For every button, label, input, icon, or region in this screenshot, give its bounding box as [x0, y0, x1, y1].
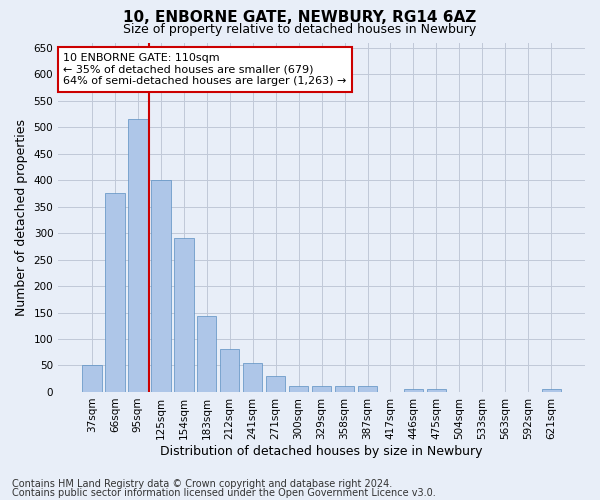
Bar	[105, 194, 125, 392]
Bar	[174, 238, 194, 392]
Text: 10, ENBORNE GATE, NEWBURY, RG14 6AZ: 10, ENBORNE GATE, NEWBURY, RG14 6AZ	[124, 10, 476, 25]
Bar	[542, 390, 561, 392]
Bar	[197, 316, 217, 392]
Bar	[404, 390, 423, 392]
Bar	[82, 366, 101, 392]
Bar	[220, 348, 239, 392]
Text: Contains public sector information licensed under the Open Government Licence v3: Contains public sector information licen…	[12, 488, 436, 498]
Y-axis label: Number of detached properties: Number of detached properties	[15, 118, 28, 316]
Text: Size of property relative to detached houses in Newbury: Size of property relative to detached ho…	[124, 22, 476, 36]
X-axis label: Distribution of detached houses by size in Newbury: Distribution of detached houses by size …	[160, 444, 483, 458]
Bar	[243, 363, 262, 392]
Text: Contains HM Land Registry data © Crown copyright and database right 2024.: Contains HM Land Registry data © Crown c…	[12, 479, 392, 489]
Bar	[128, 120, 148, 392]
Bar	[151, 180, 170, 392]
Bar	[289, 386, 308, 392]
Bar	[427, 390, 446, 392]
Bar	[358, 386, 377, 392]
Bar	[335, 386, 355, 392]
Bar	[312, 386, 331, 392]
Text: 10 ENBORNE GATE: 110sqm
← 35% of detached houses are smaller (679)
64% of semi-d: 10 ENBORNE GATE: 110sqm ← 35% of detache…	[64, 53, 347, 86]
Bar	[266, 376, 286, 392]
